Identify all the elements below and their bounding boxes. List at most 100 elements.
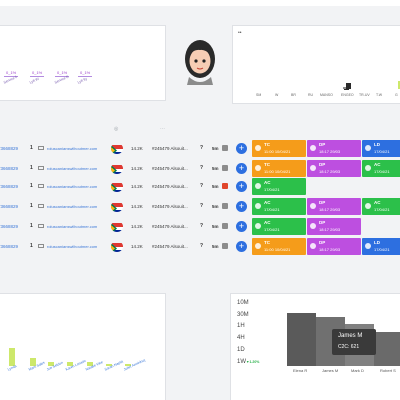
call-count: 1 <box>30 223 33 229</box>
status-chip[interactable]: AC 17/04/21 <box>252 198 306 215</box>
flag-icon <box>111 201 123 212</box>
email-link[interactable]: roluscanianswilhoutmer.com <box>47 224 98 229</box>
email-link[interactable]: roluscanianswilhoutmer.com <box>47 244 98 249</box>
mail-icon[interactable] <box>38 146 44 150</box>
status-chip[interactable]: DP 18:17 29/03 <box>307 140 361 157</box>
country-bar <box>343 87 348 89</box>
email-link[interactable]: roluscanianswilhoutmer.com <box>47 166 98 171</box>
flag-icon <box>111 241 123 252</box>
country-label: T.W <box>376 93 383 97</box>
phone-number[interactable]: 73668829 <box>0 166 19 171</box>
chart-tooltip: James M C2C: 621 <box>332 329 376 355</box>
agent-bar <box>48 362 54 366</box>
phone-number[interactable]: 73668829 <box>0 244 19 249</box>
y-tick-text: 1W <box>237 359 246 365</box>
status-square <box>222 183 228 189</box>
y-tick-label: 10M <box>237 300 249 306</box>
phone-number[interactable]: 73668829 <box>0 184 19 189</box>
add-button[interactable]: + <box>236 241 247 252</box>
flag-icon <box>111 163 123 174</box>
card-menu-icon[interactable]: •• <box>238 30 242 36</box>
chip-time: 17/04/21 <box>264 227 280 232</box>
add-button[interactable]: + <box>236 181 247 192</box>
mail-icon[interactable] <box>38 244 44 248</box>
mail-icon[interactable] <box>38 204 44 208</box>
mail-icon[interactable] <box>38 224 44 228</box>
add-button[interactable]: + <box>236 221 247 232</box>
chart-bar[interactable] <box>287 313 316 366</box>
mail-icon[interactable] <box>38 166 44 170</box>
status-chip[interactable]: AC 17/04/21 <box>362 160 400 177</box>
status-question: ? <box>200 145 204 151</box>
country-label: MANSO <box>320 93 333 97</box>
chip-time: 17/04/21 <box>264 187 280 192</box>
mail-icon[interactable] <box>38 184 44 188</box>
reference[interactable]: #245479 Alsouit... <box>152 244 188 249</box>
y-tick-label: 1W▼1.20% <box>237 359 259 365</box>
status-chip[interactable]: DP 18:17 29/03 <box>307 218 361 235</box>
phone-number[interactable]: 73668829 <box>0 204 19 209</box>
percent-label: 0_1% <box>57 70 68 75</box>
tooltip-name: James M <box>338 333 363 339</box>
agent-bar <box>125 364 131 366</box>
y-tick-label: 4H <box>237 335 245 341</box>
duration: 5m <box>212 244 219 249</box>
phone-number[interactable]: 73668829 <box>0 224 19 229</box>
phone-number[interactable]: 73668829 <box>0 146 19 151</box>
chip-code: TC <box>264 162 270 167</box>
status-chip[interactable]: TC 11:00 10/04/21 <box>252 160 306 177</box>
reference[interactable]: #245479 Alsouit... <box>152 166 188 171</box>
status-chip[interactable]: AC 17/04/21 <box>252 178 306 195</box>
chip-icon <box>365 165 371 171</box>
status-chip[interactable]: LD 17/04/21 <box>362 140 400 157</box>
chip-code: TC <box>264 142 270 147</box>
flag-icon <box>111 221 123 232</box>
reference[interactable]: #245479 Alsouit... <box>152 184 188 189</box>
country-label: ENGEO <box>341 93 354 97</box>
x-tick-label: James M <box>322 368 339 373</box>
country-label: G <box>395 93 398 97</box>
top-bar <box>0 0 400 6</box>
reference[interactable]: #245479 Alsouit... <box>152 204 188 209</box>
chip-code: DP <box>319 220 326 225</box>
status-chip[interactable]: AC 17/04/21 <box>252 218 306 235</box>
status-question: ? <box>200 165 204 171</box>
agent-label: Saran Naplik <box>104 359 124 372</box>
chip-code: DP <box>319 142 326 147</box>
chip-icon <box>310 145 316 151</box>
chip-icon <box>255 223 261 229</box>
duration: 5m <box>212 224 219 229</box>
status-chip[interactable]: DP 18:17 29/03 <box>307 160 361 177</box>
service-label: Lyft fly <box>77 76 88 85</box>
chip-code: LD <box>374 240 380 245</box>
add-button[interactable]: + <box>236 163 247 174</box>
add-button[interactable]: + <box>236 143 247 154</box>
chip-time: 11:00 10/04/21 <box>264 149 291 154</box>
duration: 5m <box>212 204 219 209</box>
chip-code: LD <box>374 142 380 147</box>
call-count: 1 <box>30 243 33 249</box>
call-count: 1 <box>30 165 33 171</box>
chart-bar[interactable] <box>374 331 400 366</box>
status-chip[interactable]: DP 18:17 29/03 <box>307 198 361 215</box>
agent-bar <box>30 358 36 366</box>
email-link[interactable]: roluscanianswilhoutmer.com <box>47 204 98 209</box>
status-chip[interactable]: DP 18:17 29/03 <box>307 238 361 255</box>
reference[interactable]: #245479 Alsouit... <box>152 146 188 151</box>
duration: 5m <box>212 146 219 151</box>
status-chip[interactable]: TC 11:00 10/04/21 <box>252 238 306 255</box>
chip-code: AC <box>374 200 381 205</box>
table-row: 73668829 1 roluscanianswilhoutmer.com 14.2K… <box>0 218 400 236</box>
add-button[interactable]: + <box>236 201 247 212</box>
chip-time: 17/04/21 <box>374 169 390 174</box>
email-link[interactable]: roluscanianswilhoutmer.com <box>47 184 98 189</box>
amount: 14.2K <box>131 204 143 209</box>
sort-icon[interactable]: ⋯ <box>160 126 165 132</box>
email-link[interactable]: roluscanianswilhoutmer.com <box>47 146 98 151</box>
status-chip[interactable]: TC 11:00 10/04/21 <box>252 140 306 157</box>
service-stats-card: 0_1% 0_1% 0_1% 0_1% Service ll Lyft W Service … <box>0 25 166 101</box>
status-chip[interactable]: LD 17/04/21 <box>362 238 400 255</box>
status-chip[interactable]: AC 17/04/21 <box>362 198 400 215</box>
reference[interactable]: #245479 Alsouit... <box>152 224 188 229</box>
